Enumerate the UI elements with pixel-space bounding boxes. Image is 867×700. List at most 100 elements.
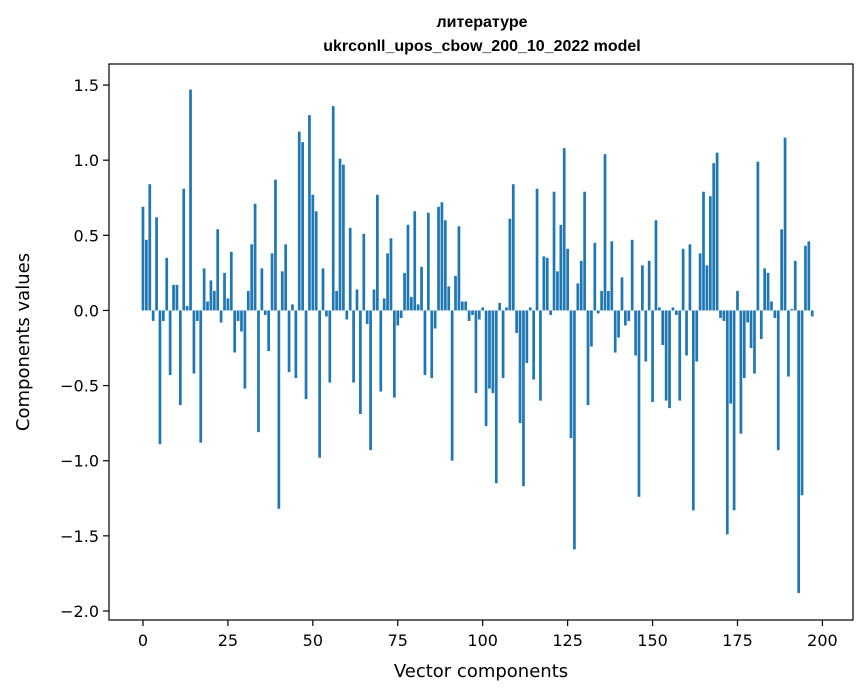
bar (209, 280, 213, 311)
bar (685, 310, 688, 356)
bar (145, 239, 148, 311)
x-tick-label: 50 (303, 631, 323, 650)
bar (559, 224, 563, 311)
bar (464, 301, 468, 311)
bar (250, 244, 254, 311)
y-axis-label: Components values (13, 253, 34, 431)
bar (423, 310, 427, 376)
bar (386, 253, 389, 311)
y-tick-label: 1.0 (74, 151, 99, 170)
bar (141, 206, 145, 311)
bar (708, 196, 712, 311)
bar (345, 310, 349, 320)
bar (440, 202, 444, 311)
bar (746, 310, 750, 323)
bar (253, 203, 257, 311)
x-tick-label: 25 (218, 631, 238, 650)
bar (158, 310, 162, 445)
bar (426, 212, 430, 311)
bar (396, 310, 400, 326)
bar (691, 310, 695, 511)
bar (348, 227, 352, 311)
bar (494, 310, 498, 484)
bar (467, 310, 471, 321)
bar (545, 257, 549, 311)
bar (223, 272, 226, 311)
bar (399, 310, 403, 318)
bar (749, 310, 753, 349)
bar (216, 229, 220, 311)
bar (688, 244, 692, 311)
bar (355, 289, 359, 311)
bar (481, 307, 485, 311)
bar (770, 301, 773, 311)
bar (719, 310, 722, 318)
plot-frame (108, 63, 854, 621)
bar (804, 245, 807, 311)
x-tick-label: 100 (467, 631, 498, 650)
bar (600, 290, 603, 311)
x-axis-label: Vector components (394, 661, 568, 682)
bar (314, 211, 318, 311)
bar (501, 310, 505, 379)
bar (328, 310, 332, 383)
bar (362, 233, 366, 311)
y-tick-label: 1.5 (74, 76, 99, 95)
bar (291, 304, 294, 311)
bar (352, 310, 355, 383)
bar (416, 304, 420, 311)
x-axis-ticks: 0 25 50 75 100 125 150 175 200 (138, 620, 838, 650)
bar (525, 310, 529, 364)
bar (287, 310, 291, 373)
bar (199, 310, 203, 443)
bar (787, 310, 790, 377)
bar (270, 253, 274, 311)
bar (393, 310, 396, 398)
bar (263, 310, 267, 315)
bar (471, 310, 474, 315)
bar (736, 290, 739, 311)
bar (195, 310, 199, 321)
bar (498, 302, 502, 311)
bar (331, 106, 335, 311)
bar (433, 310, 437, 329)
chart-title-line1: литературе (437, 14, 528, 31)
bar (522, 310, 525, 487)
bar (634, 310, 637, 356)
bar (518, 310, 522, 424)
bar (753, 310, 756, 374)
bar (776, 310, 780, 451)
bar (491, 310, 495, 394)
bar (674, 310, 678, 315)
bar (457, 226, 461, 311)
y-axis-ticks: 1.5 1.0 0.5 0.0 −0.5 −1.0 −1.5 −2.0 (60, 76, 109, 621)
bar (175, 284, 179, 311)
bar (369, 310, 372, 451)
bar (532, 310, 536, 380)
bar (178, 310, 182, 406)
bar (641, 265, 644, 311)
bar (246, 290, 250, 311)
bar (800, 310, 804, 496)
bar (389, 238, 393, 311)
bar (586, 310, 590, 406)
bar (725, 310, 729, 535)
bar (644, 310, 648, 362)
bar (698, 253, 702, 311)
bar (617, 310, 620, 338)
bar (505, 307, 508, 311)
bar (566, 248, 569, 311)
bar (311, 194, 315, 311)
bar (583, 191, 586, 311)
bar (661, 310, 665, 345)
bar (790, 308, 794, 311)
bar (627, 310, 631, 321)
bar (671, 307, 675, 311)
bar (576, 283, 580, 311)
bar (681, 248, 685, 311)
bar (729, 310, 733, 404)
bar (763, 268, 767, 311)
x-tick-label: 75 (388, 631, 408, 650)
